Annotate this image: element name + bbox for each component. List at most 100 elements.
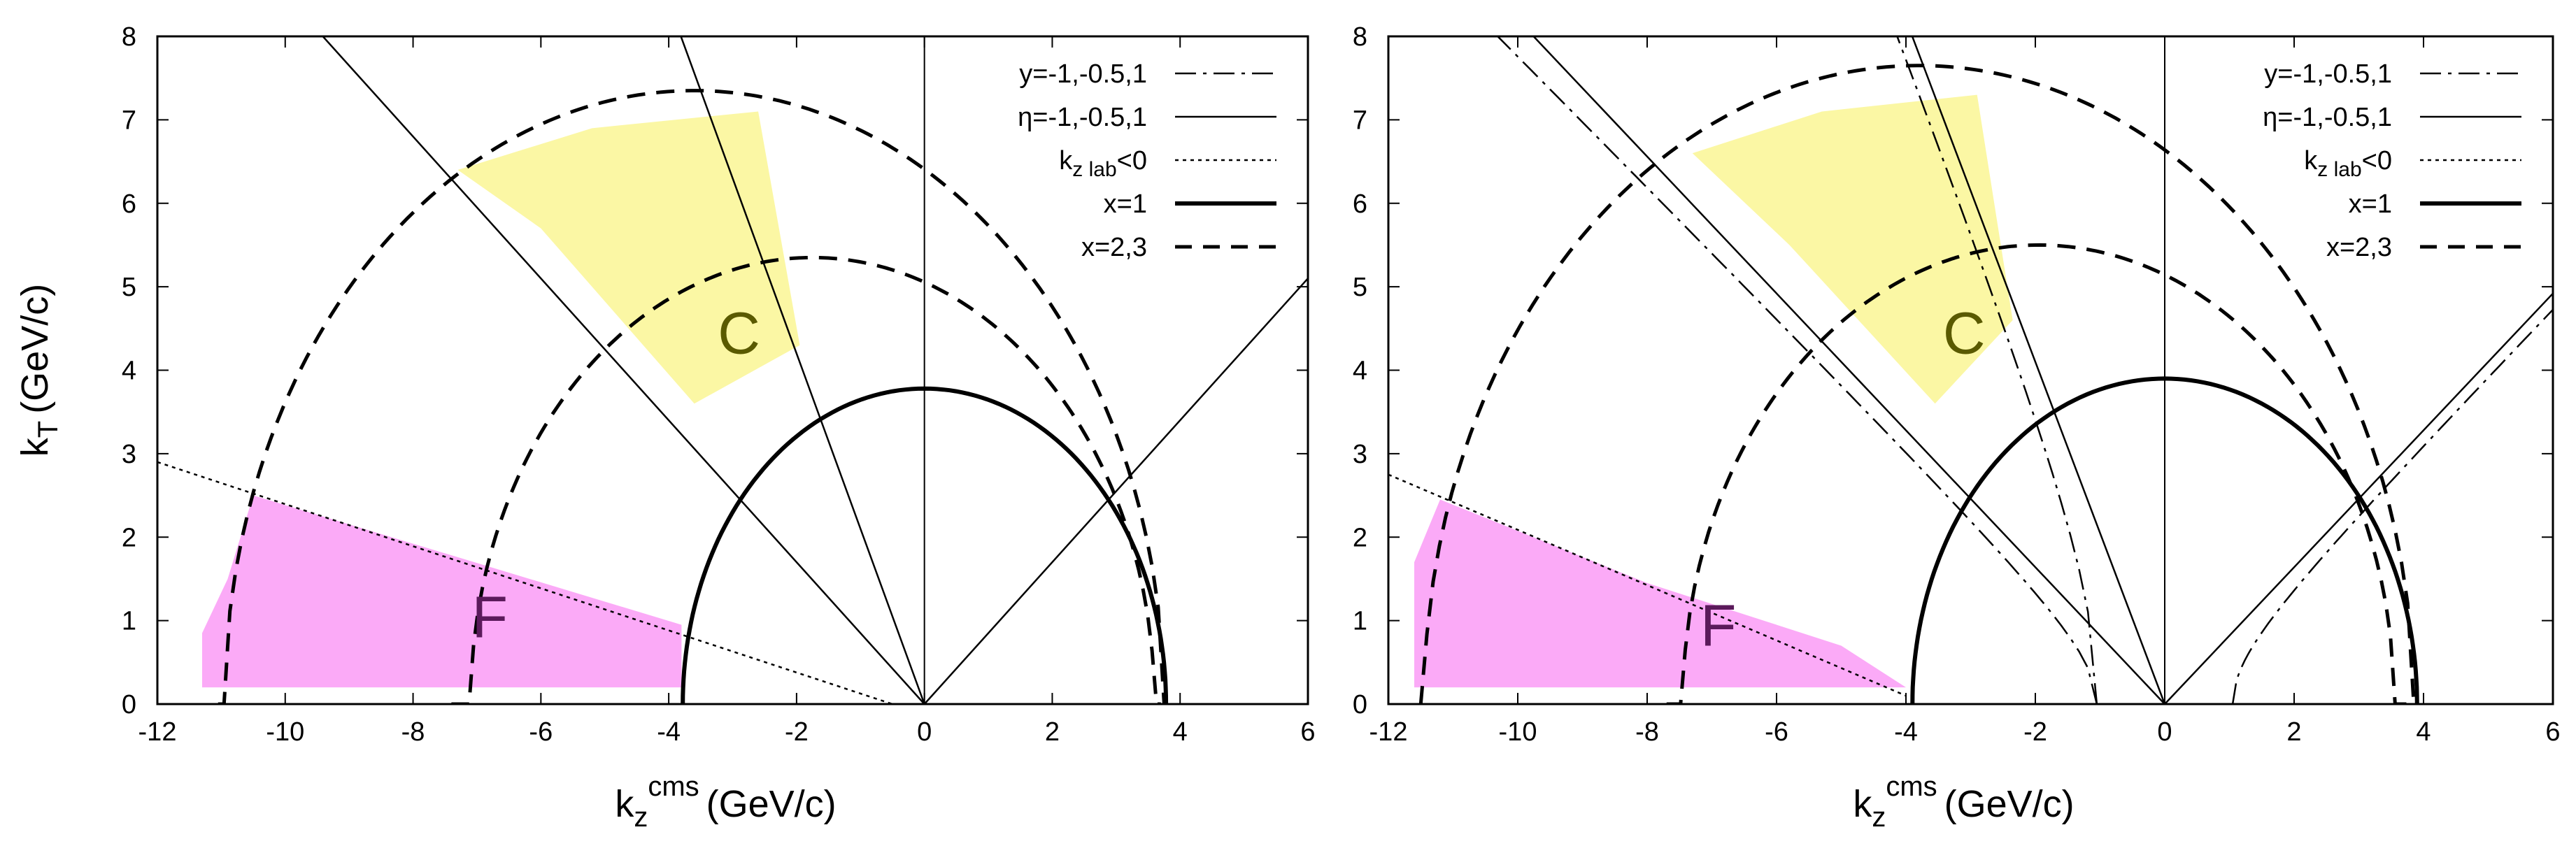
x-tick-label: 2 (1045, 717, 1060, 747)
x-tick-label: -6 (1765, 717, 1788, 747)
legend-label-suffix: <0 (1117, 146, 1147, 175)
y-tick-label: 4 (1353, 357, 1367, 386)
x-tick-label: 0 (2157, 717, 2172, 747)
x-axis-label-sup: cms (648, 771, 699, 802)
legend-label-main: y=-1,-0.5,1 (2264, 59, 2392, 89)
x-tick-label: -8 (401, 717, 425, 747)
kz-lab-boundary (157, 461, 893, 704)
x-axis-label-main: k (615, 783, 634, 825)
legend-label: y=-1,-0.5,1 (2264, 59, 2392, 89)
eta-line (321, 36, 925, 704)
x-tick-label: -4 (657, 717, 681, 747)
x-axis-label-main: k (1853, 783, 1872, 825)
region-F (1414, 499, 1906, 688)
rapidity-line (1896, 36, 2098, 704)
y-axis-label: kT (GeV/c) (14, 284, 64, 457)
eta-line (1532, 36, 2165, 704)
x-tick-label: -12 (1369, 717, 1408, 747)
legend-label: kz lab<0 (1059, 146, 1147, 181)
legend-label-sub: z lab (1072, 158, 1116, 181)
y-tick-label: 2 (122, 523, 136, 552)
x-tick-label: 0 (917, 717, 932, 747)
x-tick-label: -2 (785, 717, 809, 747)
y-tick-label: 7 (1353, 106, 1367, 135)
legend-label: x=1 (1104, 189, 1147, 219)
x-tick-label: -2 (2023, 717, 2047, 747)
curve-x1 (1910, 376, 2419, 704)
x-tick-label: 2 (2286, 717, 2301, 747)
y-tick-label: 0 (122, 690, 136, 719)
eta-line (923, 278, 1308, 704)
y-tick-label: 8 (1353, 22, 1367, 52)
y-tick-label: 4 (122, 357, 136, 386)
legend-label: η=-1,-0.5,1 (2263, 103, 2392, 132)
x-axis-label-sub: z (634, 802, 648, 833)
legend-label: x=1 (2349, 189, 2392, 219)
x-tick-label: -10 (1499, 717, 1537, 747)
region-label-C: C (1943, 301, 1986, 366)
y-axis-label-unit: (GeV/c) (14, 284, 56, 414)
x-axis-label-unit: (GeV/c) (706, 783, 837, 825)
legend-label-main: y=-1,-0.5,1 (1019, 59, 1147, 89)
rapidity-line (2231, 308, 2553, 704)
legend-label: η=-1,-0.5,1 (1018, 103, 1147, 132)
y-tick-label: 3 (1353, 440, 1367, 469)
x-tick-label: 4 (1173, 717, 1188, 747)
region-label-F: F (472, 585, 508, 650)
legend-label-main: x=2,3 (2326, 233, 2392, 262)
curve-x2 (1666, 243, 2414, 704)
legend-label-suffix: <0 (2362, 146, 2392, 175)
eta-line (2164, 292, 2553, 704)
x-axis-label-sub: z (1872, 802, 1886, 833)
y-tick-label: 5 (1353, 273, 1367, 302)
x-tick-label: -8 (1635, 717, 1659, 747)
legend-label-main: k (2304, 146, 2318, 175)
legend-label-main: η=-1,-0.5,1 (2263, 103, 2392, 132)
y-tick-label: 5 (122, 273, 136, 302)
eta-line (1911, 36, 2166, 704)
region-label-F: F (1700, 592, 1736, 658)
x-tick-label: -6 (529, 717, 553, 747)
y-axis-label-main: k (14, 437, 56, 457)
x-tick-label: -4 (1894, 717, 1918, 747)
y-tick-label: 1 (1353, 607, 1367, 636)
legend-label: y=-1,-0.5,1 (1019, 59, 1147, 89)
x-tick-label: 4 (2416, 717, 2431, 747)
y-tick-label: 7 (122, 106, 136, 135)
y-tick-label: 3 (122, 440, 136, 469)
curve-x3 (218, 89, 1166, 704)
legend-label-main: x=2,3 (1081, 233, 1147, 262)
legend-label: x=2,3 (2326, 233, 2392, 262)
x-axis-label-unit: (GeV/c) (1944, 783, 2075, 825)
x-axis-label-sup: cms (1886, 771, 1937, 802)
y-tick-label: 6 (1353, 189, 1367, 219)
eta-line (680, 36, 925, 704)
plot-area (157, 36, 1308, 704)
region-C (457, 111, 800, 404)
x-axis-label: kzcms (GeV/c) (1853, 771, 2074, 833)
x-tick-label: 6 (2545, 717, 2560, 747)
legend-label-sub: z lab (2317, 158, 2361, 181)
x-axis-label: kzcms (GeV/c) (615, 771, 836, 833)
legend-label-main: η=-1,-0.5,1 (1018, 103, 1147, 132)
legend-label-main: k (1059, 146, 1073, 175)
x-tick-label: 6 (1300, 717, 1315, 747)
y-tick-label: 1 (122, 607, 136, 636)
y-axis-label-sub: T (33, 421, 64, 438)
plot-area (1388, 36, 2553, 704)
y-tick-label: 0 (1353, 690, 1367, 719)
x-tick-label: -12 (138, 717, 177, 747)
y-tick-label: 6 (122, 189, 136, 219)
y-tick-label: 8 (122, 22, 136, 52)
x-tick-label: -10 (266, 717, 304, 747)
region-label-C: C (718, 301, 760, 366)
region-C (1692, 94, 2013, 404)
region-F (201, 495, 682, 688)
curve-x3 (1418, 64, 2416, 704)
rapidity-line (1496, 36, 2098, 704)
curve-x2 (451, 255, 1161, 704)
legend-label: kz lab<0 (2304, 146, 2392, 181)
